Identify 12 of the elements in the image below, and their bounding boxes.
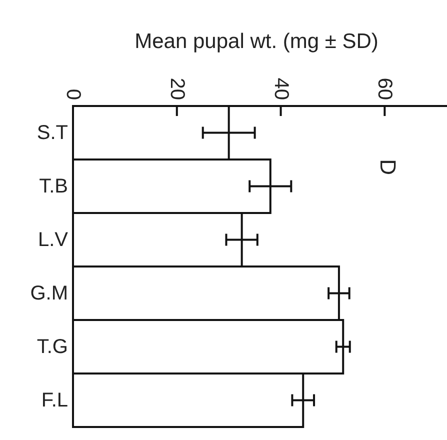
y-tick-label: G.M <box>30 282 68 304</box>
annotation: D <box>376 159 400 175</box>
y-tick-label: T.G <box>36 336 68 358</box>
y-tick-label: L.V <box>38 228 69 251</box>
x-tick-label: 20 <box>166 78 188 100</box>
y-tick-label: T.B <box>39 175 68 198</box>
x-tick-label: 60 <box>374 78 396 100</box>
x-tick-label: 40 <box>270 78 292 100</box>
y-tick-label: S.T <box>36 122 68 144</box>
x-axis-title: Mean pupal wt. (mg ± SD) <box>134 30 378 53</box>
y-tick-label: F.L <box>41 389 68 412</box>
x-tick-label: 0 <box>62 88 84 100</box>
